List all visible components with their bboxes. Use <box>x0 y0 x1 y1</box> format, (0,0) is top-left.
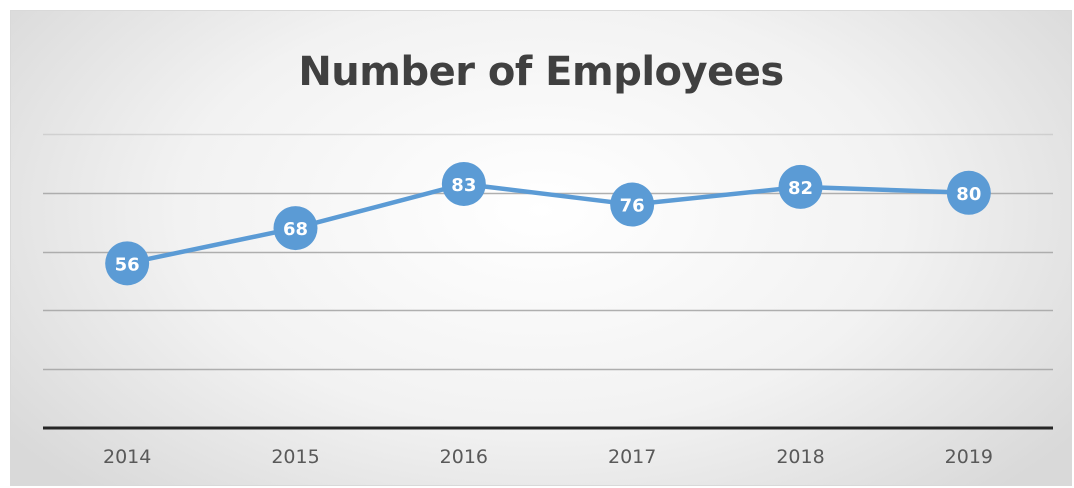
data-marker <box>610 182 655 227</box>
data-marker <box>273 206 318 251</box>
chart-area: Number of Employees 56 68 83 76 82 80 2014 201… <box>10 10 1072 486</box>
data-label: 56 <box>115 254 140 275</box>
data-marker <box>946 170 991 215</box>
data-label: 83 <box>451 175 476 196</box>
x-tick-label: 2018 <box>776 446 824 468</box>
data-label: 76 <box>620 196 645 217</box>
data-label: 82 <box>788 178 813 199</box>
x-tick-label: 2016 <box>440 446 488 468</box>
series-line-layer <box>124 181 972 266</box>
x-tick-label: 2017 <box>608 446 656 468</box>
gridlines <box>43 133 1053 371</box>
data-marker <box>778 164 823 209</box>
x-tick-labels: 2014 2015 2016 2017 2018 2019 <box>103 446 993 468</box>
data-marker <box>105 241 150 286</box>
series-line <box>124 181 972 266</box>
data-label: 80 <box>956 184 981 205</box>
data-marker <box>441 161 486 206</box>
x-tick-label: 2015 <box>271 446 319 468</box>
x-tick-label: 2014 <box>103 446 151 468</box>
data-label: 68 <box>283 219 308 240</box>
chart-title: Number of Employees <box>298 49 784 95</box>
data-markers <box>105 161 991 286</box>
x-tick-label: 2019 <box>945 446 993 468</box>
plot-area: 56 68 83 76 82 80 2014 2015 2016 2017 2018 2019 <box>43 133 1053 468</box>
data-labels: 56 68 83 76 82 80 <box>115 175 982 275</box>
